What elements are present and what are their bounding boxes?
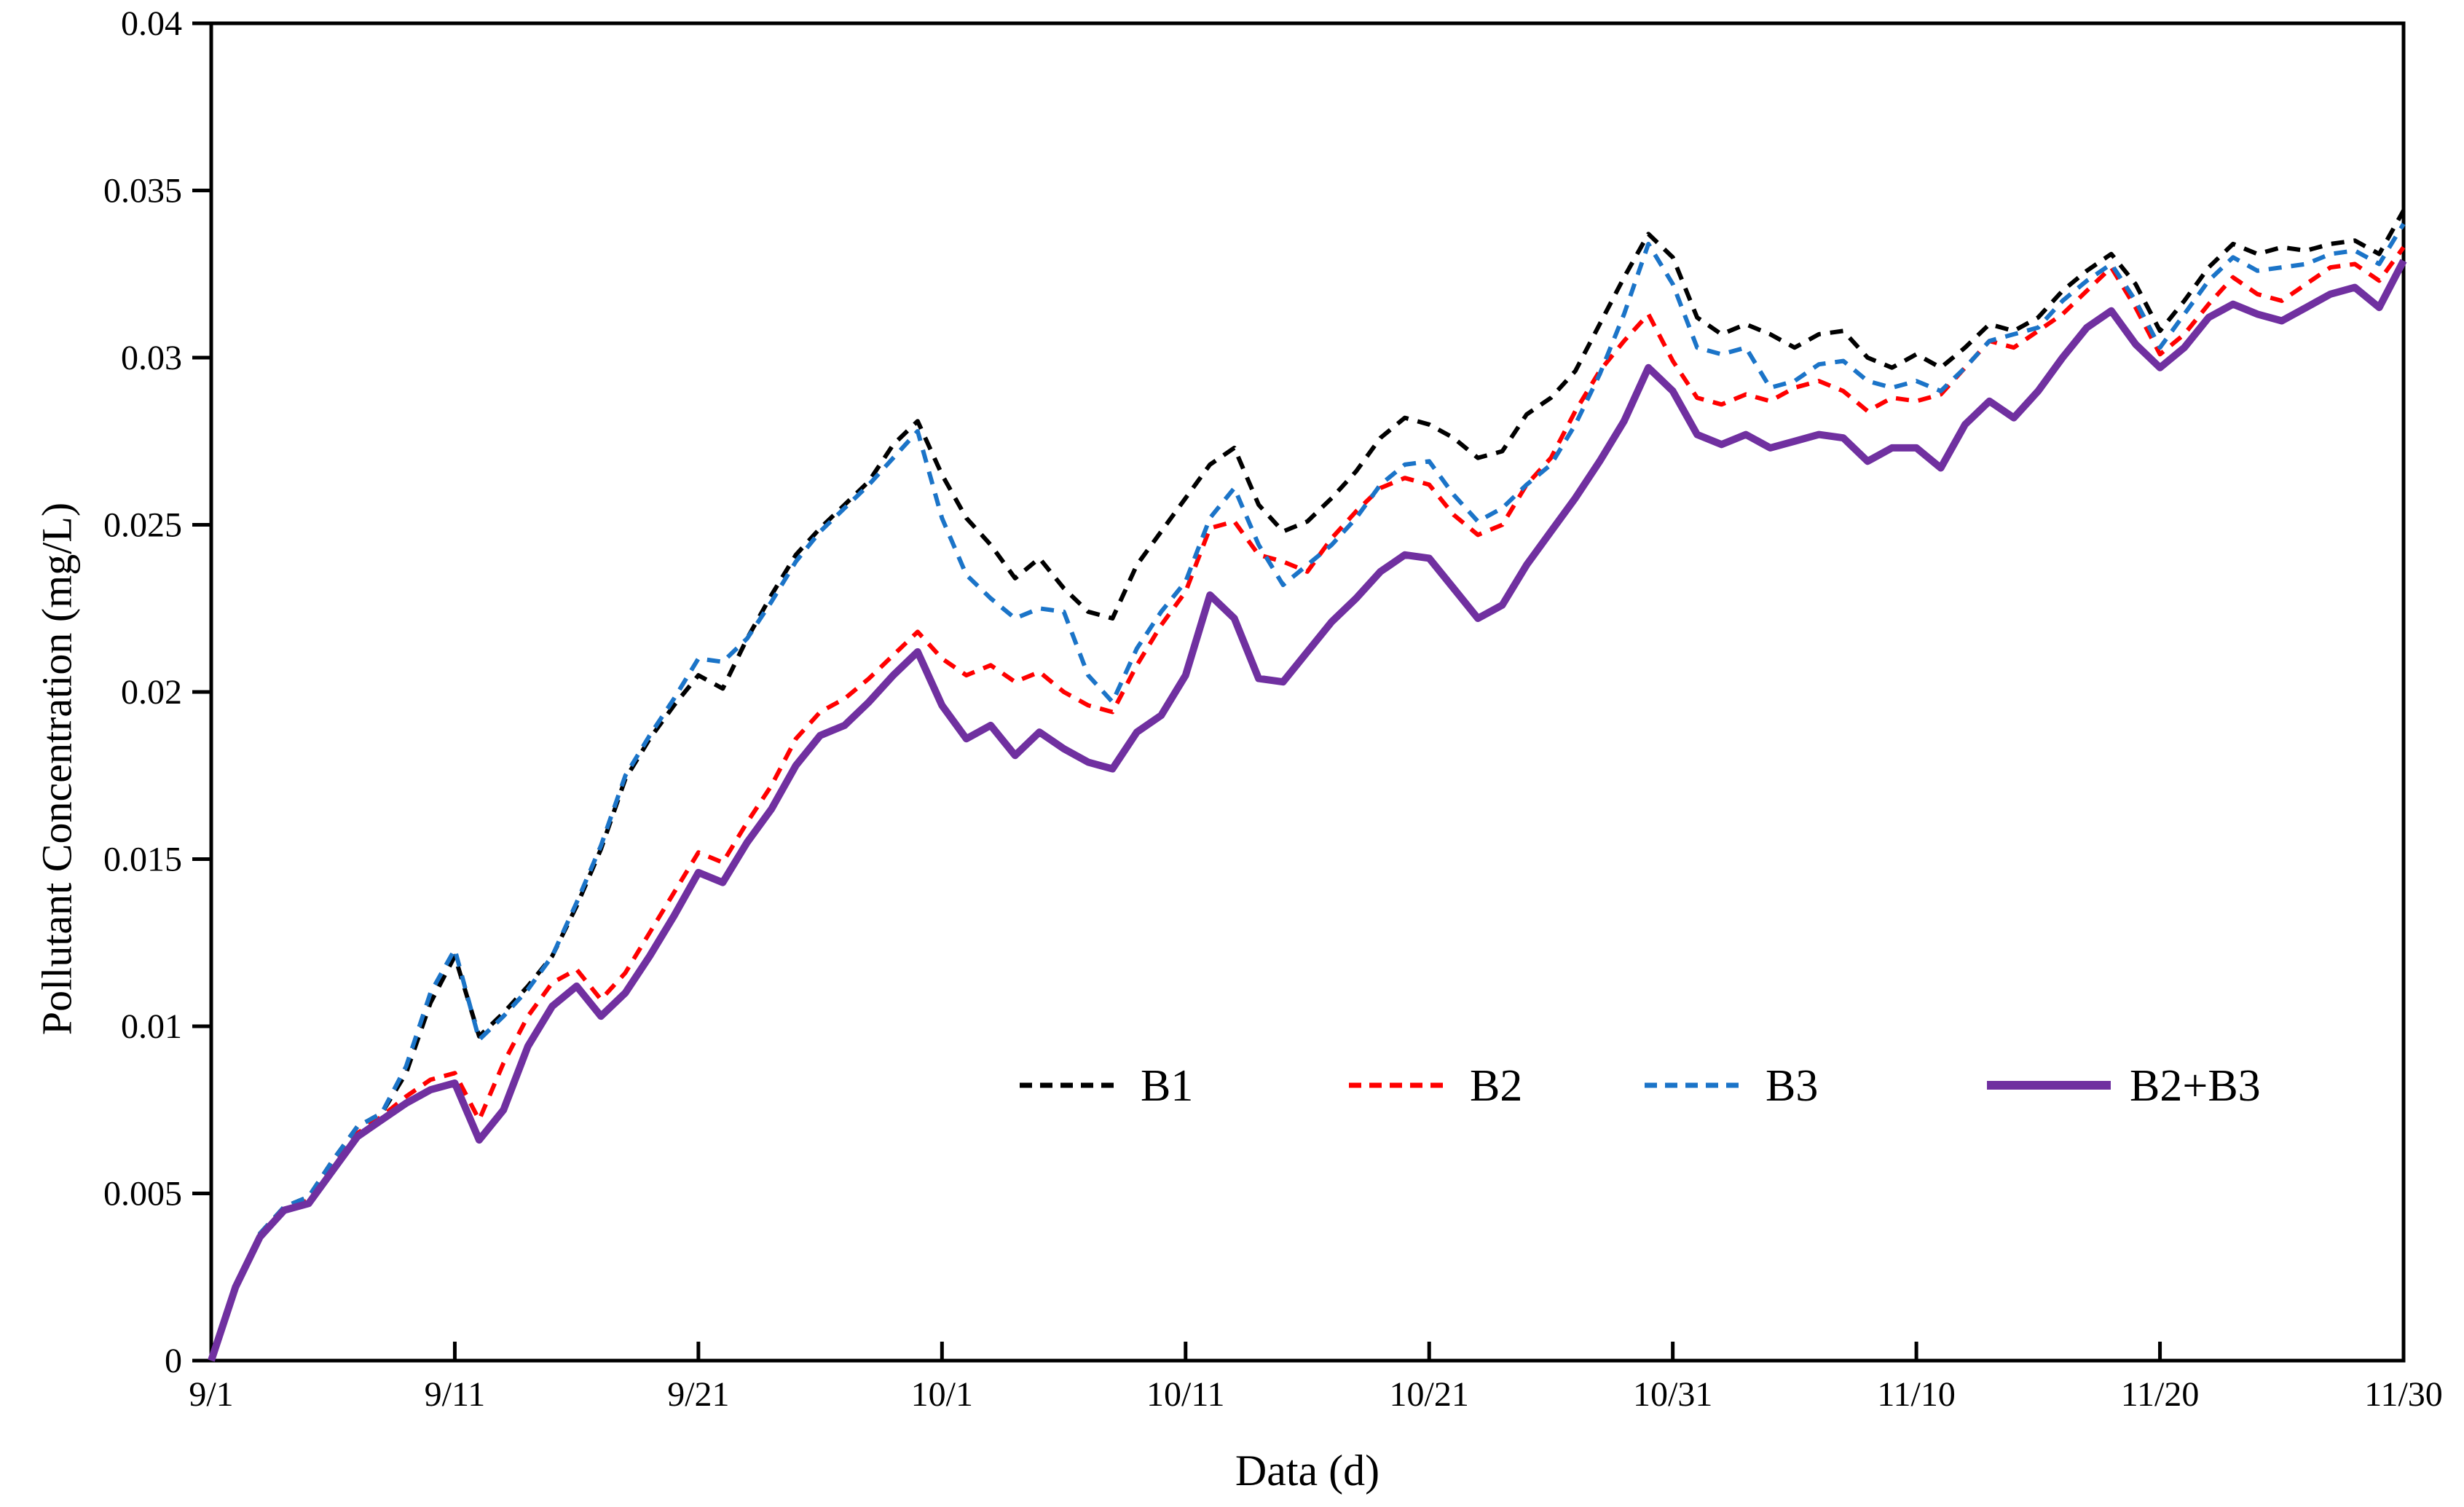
- y-axis-title: Pollutant Concentration (mg/L): [33, 502, 81, 1036]
- x-tick-label: 10/21: [1390, 1375, 1469, 1414]
- x-tick-label: 10/1: [911, 1375, 973, 1414]
- x-tick-label: 10/11: [1146, 1375, 1225, 1414]
- y-tick-label: 0.03: [121, 339, 182, 377]
- y-tick-label: 0.02: [121, 673, 182, 712]
- legend-label: B3: [1766, 1061, 1818, 1111]
- series-line-b3: [209, 222, 2406, 1361]
- x-tick-label: 10/31: [1633, 1375, 1712, 1414]
- x-tick-label: 11/20: [2121, 1375, 2200, 1414]
- x-tick-label: 9/11: [425, 1375, 486, 1414]
- y-tick-label: 0.015: [103, 841, 182, 879]
- y-tick-label: 0.035: [103, 172, 182, 210]
- x-tick-label: 9/21: [667, 1375, 729, 1414]
- legend-item: B1: [1020, 1061, 1193, 1111]
- plot-border: [209, 21, 2406, 1363]
- legend-item: B3: [1645, 1061, 1818, 1111]
- series-line-b1: [209, 209, 2406, 1361]
- legend-label: B2+B3: [2130, 1061, 2261, 1111]
- series-line-b2: [209, 245, 2406, 1361]
- series-line-b2-plus-b3: [208, 259, 2407, 1362]
- legend-item: B2: [1349, 1061, 1522, 1111]
- legend-label: B2: [1470, 1061, 1522, 1111]
- x-tick-label: 9/1: [189, 1375, 233, 1414]
- x-tick-label: 11/10: [1877, 1375, 1956, 1414]
- y-tick-label: 0.04: [121, 4, 182, 43]
- x-axis-title: Data (d): [1235, 1447, 1380, 1495]
- legend-item: B2+B3: [1987, 1061, 2261, 1111]
- y-tick-label: 0: [165, 1342, 182, 1380]
- y-tick-label: 0.01: [121, 1007, 182, 1046]
- legend-label: B1: [1141, 1061, 1193, 1111]
- y-tick-label: 0.025: [103, 506, 182, 545]
- y-tick-label: 0.005: [103, 1175, 182, 1213]
- x-tick-label: 11/30: [2364, 1375, 2443, 1414]
